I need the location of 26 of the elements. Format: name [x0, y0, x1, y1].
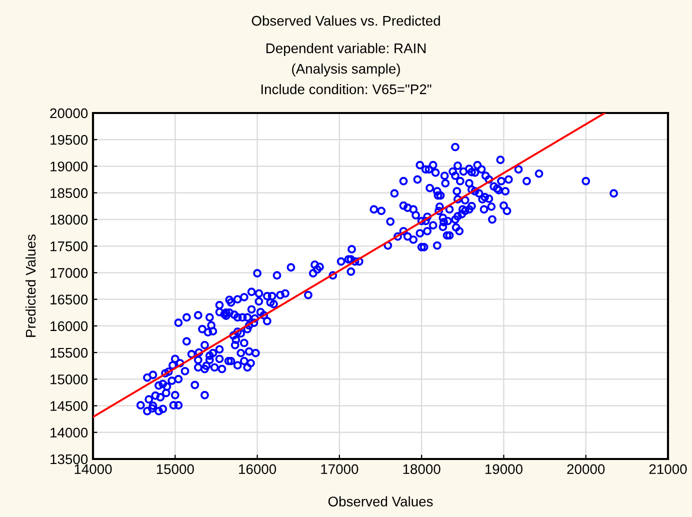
y-tick-label: 14500: [50, 401, 88, 411]
chart-title: Observed Values vs. Predicted: [252, 16, 440, 26]
x-tick-label: 18000: [403, 464, 440, 474]
x-axis-title: Observed Values: [328, 496, 433, 506]
y-tick-label: 18500: [50, 188, 88, 198]
x-tick-label: 20000: [567, 464, 605, 474]
x-tick-label: 15000: [156, 464, 194, 474]
y-tick-label: 19500: [50, 134, 88, 145]
y-tick-label: 18000: [50, 214, 88, 225]
x-tick-label: 17000: [321, 464, 358, 474]
y-tick-label: 13500: [50, 454, 88, 464]
y-tick-label: 17500: [50, 241, 88, 252]
y-tick-label: 16000: [50, 321, 88, 332]
x-tick-label: 19000: [485, 464, 522, 474]
y-tick-label: 15500: [50, 348, 88, 358]
y-tick-label: 20000: [50, 108, 88, 118]
x-tick-label: 16000: [239, 464, 276, 474]
y-axis-title: Predicted Values: [25, 234, 36, 337]
y-tick-label: 17000: [50, 268, 88, 278]
y-tick-label: 15000: [50, 374, 88, 384]
x-tick-label: 21000: [649, 464, 687, 474]
y-tick-label: 19000: [50, 162, 88, 172]
y-tick-label: 16500: [50, 294, 88, 304]
x-tick-label: 14000: [74, 464, 112, 474]
y-tick-label: 14000: [50, 428, 88, 438]
chart-subtitle: Dependent variable: RAIN (Analysis sample) Include condition: V65="P2": [261, 43, 432, 94]
